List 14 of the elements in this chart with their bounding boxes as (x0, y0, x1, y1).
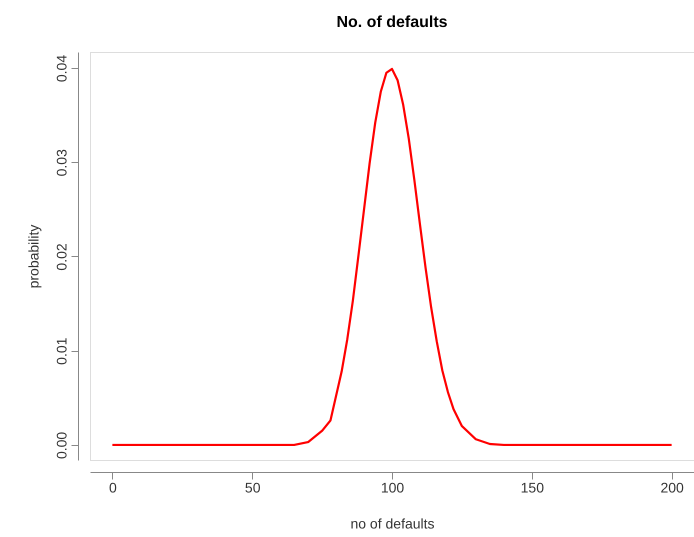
y-tick-label: 0.01 (54, 337, 70, 365)
y-tick-label: 0.04 (54, 54, 70, 82)
y-axis-title: probability (26, 224, 42, 288)
x-tick-label: 100 (380, 480, 404, 496)
x-tick-label: 200 (660, 480, 684, 496)
x-tick-label: 150 (520, 480, 544, 496)
x-tick-label: 0 (108, 480, 117, 496)
y-tick-label: 0.00 (54, 432, 70, 460)
y-tick-label: 0.02 (54, 243, 70, 271)
line-series (111, 68, 673, 446)
chart-title: No. of defaults (336, 14, 448, 31)
x-axis-title: no of defaults (350, 516, 435, 532)
y-tick-label: 0.03 (54, 148, 70, 176)
x-tick-label: 50 (244, 480, 261, 496)
